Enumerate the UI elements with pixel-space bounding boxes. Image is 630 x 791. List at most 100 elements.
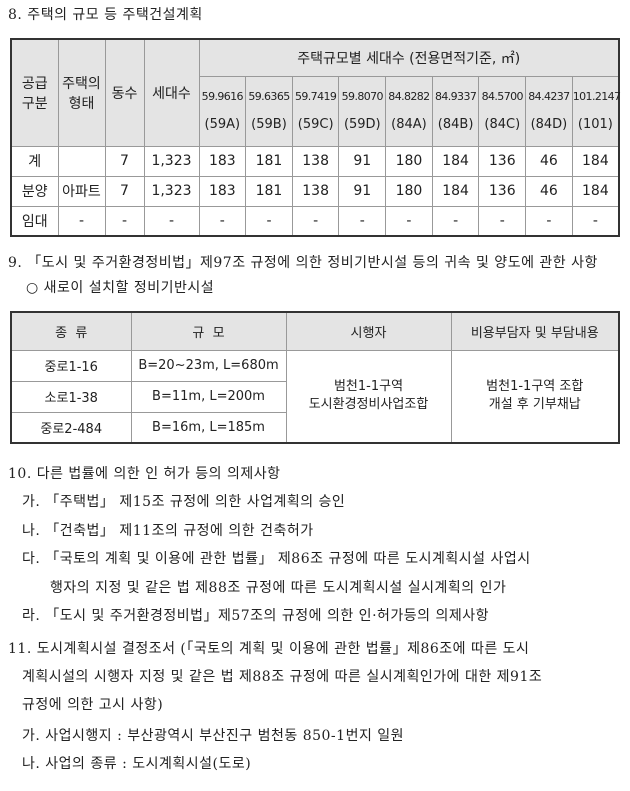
section-9-title: 9. 「도시 및 주거환경정비법」제97조 규정에 의한 정비기반시설 등의 귀…: [8, 255, 598, 271]
header-operator: 시행자: [285, 311, 452, 351]
section-10-item: 나. 「건축법」 제11조의 규정에 의한 건축허가: [22, 523, 314, 539]
size-header: 59.6365 (59B): [245, 75, 293, 147]
header-type: 주택의 형태: [57, 38, 106, 147]
section-10-item-cont: 행자의 지정 및 같은 법 제88조 규정에 따른 도시계획시설 실시계획의 인…: [50, 580, 507, 596]
size-count-cell: 180: [385, 175, 433, 207]
size-count-cell: 183: [198, 175, 247, 207]
header-units: 세대수: [143, 38, 200, 147]
units-cell: 1,323: [143, 175, 200, 207]
operator-cell: 범천1-1구역 도시환경정비사업조합: [285, 349, 452, 444]
scale-cell: B=11m, L=200m: [130, 380, 287, 413]
size-count-cell: -: [385, 205, 433, 237]
size-code: (59D): [343, 117, 381, 132]
size-count-cell: 184: [571, 145, 620, 177]
header-size-group: 주택규모별 세대수 (전용면적기준, ㎡): [198, 38, 620, 77]
size-code: (59A): [204, 117, 241, 132]
size-code: (84D): [530, 117, 568, 132]
supply-cell: 계: [10, 145, 59, 177]
size-code: (84A): [391, 117, 427, 132]
kind-cell: 소로1-38: [10, 380, 132, 413]
size-count-cell: 181: [245, 175, 293, 207]
section-11-item: 가. 사업시행지 : 부산광역시 부산진구 범천동 850-1번지 일원: [22, 728, 405, 744]
section-10-item: 가. 「주택법」 제15조 규정에 의한 사업계획의 승인: [22, 494, 346, 510]
size-code: (84B): [437, 117, 474, 132]
size-count-cell: 46: [525, 175, 573, 207]
table-row: 계 7 1,323 183 181 138 91 180 184 136 46 184: [10, 145, 620, 177]
scale-cell: B=16m, L=185m: [130, 411, 287, 444]
buildings-cell: 7: [104, 145, 145, 177]
header-supply: 공급 구분: [10, 38, 59, 147]
size-count-cell: -: [431, 205, 480, 237]
section-10-item: 라. 「도시 및 주거환경정비법」제57조의 규정에 의한 인·허가등의 의제사…: [22, 608, 490, 624]
size-header: 59.9616 (59A): [198, 75, 247, 147]
size-count-cell: -: [198, 205, 247, 237]
size-count-cell: -: [291, 205, 340, 237]
housing-plan-table: 공급 구분 주택의 형태 동수 세대수 주택규모별 세대수 (전용면적기준, ㎡…: [10, 38, 621, 237]
size-area: 84.9337: [434, 90, 477, 103]
size-count-cell: 138: [291, 175, 340, 207]
size-area: 59.8070: [341, 90, 384, 103]
kind-cell: 중로2-484: [10, 411, 132, 444]
type-cell: -: [57, 205, 106, 237]
type-cell: 아파트: [57, 175, 106, 207]
size-area: 59.6365: [248, 90, 290, 103]
size-count-cell: 184: [571, 175, 620, 207]
size-count-cell: 180: [385, 145, 433, 177]
size-count-cell: 136: [478, 145, 527, 177]
table-row: 임대 - - - - - - - - - - - -: [10, 205, 620, 237]
size-area: 84.5700: [481, 90, 524, 103]
kind-cell: 중로1-16: [10, 349, 132, 382]
size-header: 84.5700 (84C): [478, 75, 527, 147]
units-cell: -: [143, 205, 200, 237]
size-area: 59.7419: [294, 90, 337, 103]
size-count-cell: 91: [338, 145, 387, 177]
header-buildings: 동수: [104, 38, 145, 147]
size-count-cell: 46: [525, 145, 573, 177]
size-code: (84C): [484, 117, 521, 132]
size-count-cell: -: [478, 205, 527, 237]
section-10-item: 다. 「국토의 계획 및 이용에 관한 법률」 제86조 규정에 따른 도시계획…: [22, 551, 531, 567]
units-cell: 1,323: [143, 145, 200, 177]
section-11-line: 계획시설의 시행자 지정 및 같은 법 제88조 규정에 따른 실시계획인가에 …: [22, 669, 543, 685]
size-count-cell: 184: [431, 175, 480, 207]
size-header: 84.9337 (84B): [431, 75, 480, 147]
size-area: 84.8282: [388, 90, 430, 103]
size-count-cell: 181: [245, 145, 293, 177]
size-count-cell: 91: [338, 175, 387, 207]
scale-cell: B=20~23m, L=680m: [130, 349, 287, 382]
size-code: (59C): [297, 117, 334, 132]
size-header: 84.4237 (84D): [525, 75, 573, 147]
header-kind: 종 류: [10, 311, 132, 351]
section-11-item: 나. 사업의 종류 : 도시계획시설(도로): [22, 756, 252, 772]
size-header: 84.8282 (84A): [385, 75, 433, 147]
size-count-cell: -: [245, 205, 293, 237]
cost-cell: 범천1-1구역 조합 개설 후 기부채납: [450, 349, 620, 444]
section-11-line: 규정에 의한 고시 사항): [22, 697, 164, 713]
size-count-cell: 184: [431, 145, 480, 177]
size-count-cell: -: [571, 205, 620, 237]
buildings-cell: 7: [104, 175, 145, 207]
header-scale: 규 모: [130, 311, 287, 351]
section-11-title: 11. 도시계획시설 결정조서 (「국토의 계획 및 이용에 관한 법률」제86…: [8, 641, 530, 657]
section-10-title: 10. 다른 법률에 의한 인 허가 등의 의제사항: [8, 466, 281, 482]
section-8-title: 8. 주택의 규모 등 주택건설계획: [8, 7, 203, 23]
size-header: 101.2147 (101): [571, 75, 621, 147]
size-header: 59.7419 (59C): [291, 75, 340, 147]
type-cell: [57, 145, 106, 177]
size-count-cell: -: [525, 205, 573, 237]
size-area: 59.9616: [201, 90, 244, 103]
buildings-cell: -: [104, 205, 145, 237]
table-row: 분양 아파트 7 1,323 183 181 138 91 180 184 136 46 184: [10, 175, 620, 207]
infrastructure-table: 종 류 규 모 시행자 비용부담자 및 부담내용 중로1-16 B=20~23m…: [10, 311, 620, 444]
size-header: 59.8070 (59D): [338, 75, 387, 147]
size-count-cell: 138: [291, 145, 340, 177]
size-count-cell: 136: [478, 175, 527, 207]
supply-cell: 임대: [10, 205, 59, 237]
size-count-cell: -: [338, 205, 387, 237]
size-count-cell: 183: [198, 145, 247, 177]
section-9-sub: ○ 새로이 설치할 정비기반시설: [26, 280, 215, 296]
size-area: 84.4237: [528, 90, 570, 103]
size-area: 101.2147: [572, 90, 621, 103]
size-code: (59B): [251, 117, 287, 132]
size-code: (101): [577, 117, 613, 132]
